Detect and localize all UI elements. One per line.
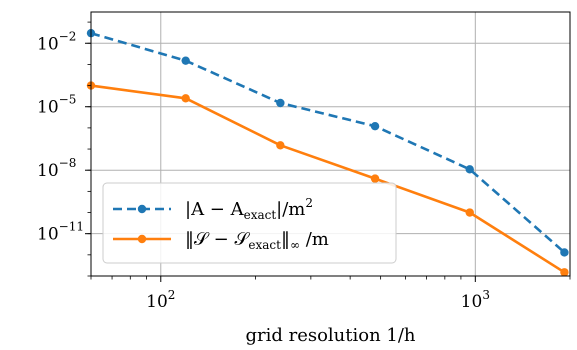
legend-marker-1 (137, 234, 147, 244)
plot-frame (90, 11, 571, 277)
series-point-0 (370, 122, 380, 131)
series-line-0 (90, 31, 566, 254)
series-point-0 (560, 248, 569, 257)
x-tick-label: 102 (146, 288, 175, 312)
series-point-0 (276, 98, 285, 108)
legend-label-1: ‖𝒮 − 𝒮exact‖∞ /m (185, 229, 329, 252)
series-line-1 (90, 84, 566, 274)
legend-label-0: |A − Aexact|/m2 (185, 196, 313, 222)
series-point-1 (560, 268, 569, 277)
y-tick-label: 10−8 (37, 156, 76, 181)
legend-marker-0 (137, 204, 147, 214)
ticks (85, 21, 571, 282)
y-tick-label: 10−5 (37, 93, 76, 118)
series-point-0 (465, 165, 474, 174)
legend-box (102, 182, 397, 264)
x-tick-label: 103 (461, 288, 490, 312)
series-layer (86, 28, 569, 277)
series-point-1 (370, 174, 380, 183)
y-tick-label: 10−11 (37, 220, 84, 245)
x-axis-label: grid resolution 1/h (245, 325, 415, 346)
y-tick-label: 10−2 (37, 29, 76, 54)
series-point-0 (181, 56, 190, 65)
tick-labels: 102 103 10−2 10−5 10−8 10−11 (37, 29, 490, 312)
series-point-1 (276, 141, 285, 150)
series-point-1 (181, 94, 190, 103)
series-point-1 (465, 208, 474, 217)
legend: |A − Aexact|/m2 ‖𝒮 − 𝒮exact‖∞ /m (102, 182, 397, 264)
